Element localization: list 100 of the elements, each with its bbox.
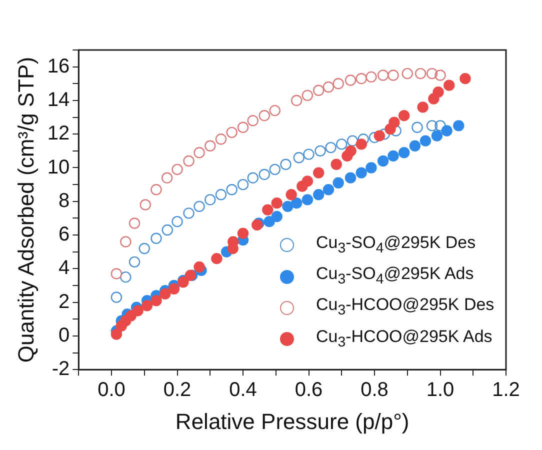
y-tick-label: 14 (47, 88, 70, 111)
point (402, 68, 413, 80)
point (215, 134, 227, 145)
point (150, 295, 162, 306)
point (211, 252, 222, 264)
point (237, 228, 249, 239)
y-axis-title: Quantity Adsorbed (cm³/g STP) (13, 56, 38, 363)
y-tick-label: 4 (58, 257, 70, 280)
point (140, 199, 151, 210)
point (414, 68, 426, 80)
point (226, 126, 238, 138)
point (293, 152, 304, 164)
point (330, 158, 342, 170)
point (356, 72, 367, 84)
y-tick-label: 0 (58, 324, 70, 346)
point (444, 80, 455, 91)
point (161, 172, 173, 184)
point (290, 197, 302, 209)
y-tick-label: 16 (47, 55, 70, 78)
point (128, 256, 140, 268)
point (460, 72, 471, 84)
point (426, 120, 438, 132)
point (358, 134, 369, 145)
point (302, 90, 314, 102)
point (332, 177, 344, 188)
point (325, 142, 336, 154)
point (128, 218, 140, 229)
point (345, 145, 356, 157)
point (302, 194, 314, 206)
point (346, 135, 358, 146)
y-tick-label: -2 (52, 358, 70, 380)
legend-label: Cu$_{3}$-SO$_{4}$@295K Ads (316, 262, 474, 290)
point (194, 147, 205, 158)
point (344, 172, 356, 184)
point (258, 168, 270, 180)
point (237, 178, 249, 190)
point (120, 236, 132, 248)
point (247, 172, 258, 184)
point (194, 200, 205, 212)
point (388, 150, 399, 162)
point (269, 164, 280, 176)
point (269, 104, 280, 116)
point (388, 116, 400, 128)
point (183, 155, 194, 167)
point (431, 130, 443, 142)
point (426, 68, 438, 80)
point (150, 232, 162, 244)
point (110, 328, 122, 340)
legend-label: Cu$_{3}$-SO$_{4}$@295K Des (316, 232, 476, 258)
point (313, 189, 324, 200)
point (336, 138, 348, 150)
point (356, 138, 367, 150)
point (282, 200, 294, 212)
point (366, 162, 377, 174)
point (138, 242, 150, 254)
y-tick-label: 6 (58, 224, 70, 246)
point (313, 167, 324, 178)
point (141, 300, 153, 312)
point (434, 120, 446, 132)
point (183, 208, 194, 219)
point (377, 155, 389, 167)
point (160, 288, 171, 300)
point (368, 132, 380, 144)
legend-label: Cu$_{3}$-HCOO@295K Des (316, 294, 494, 321)
point (110, 292, 122, 303)
point (356, 167, 367, 178)
point (286, 189, 297, 200)
x-tick-label: 0.2 (163, 379, 192, 402)
point (215, 189, 227, 200)
point (453, 120, 464, 132)
point (150, 184, 162, 196)
point (420, 135, 432, 146)
point (271, 197, 282, 209)
y-tick-label: 10 (47, 156, 70, 178)
point (162, 224, 174, 236)
point (417, 102, 428, 113)
y-tick-label: 12 (47, 122, 70, 145)
point (332, 78, 344, 90)
x-tick-label: 0.6 (294, 379, 323, 402)
point (314, 145, 326, 157)
point (110, 268, 122, 280)
legend-label: Cu$_{3}$-HCOO@295K Ads (316, 326, 492, 352)
point (366, 71, 377, 83)
point (398, 147, 410, 158)
point (280, 158, 292, 170)
point (168, 283, 180, 294)
x-axis-title: Relative Pressure (p/p°) (175, 408, 410, 434)
point (322, 184, 334, 196)
x-tick-label: 0.0 (98, 379, 126, 402)
point (204, 194, 216, 206)
point (303, 148, 314, 160)
point (132, 305, 144, 316)
x-tick-label: 1.0 (426, 379, 454, 402)
point (322, 81, 334, 93)
point (432, 86, 444, 98)
point (412, 122, 423, 133)
point (302, 176, 314, 187)
point (409, 140, 421, 152)
point (172, 164, 183, 176)
point (313, 84, 324, 96)
